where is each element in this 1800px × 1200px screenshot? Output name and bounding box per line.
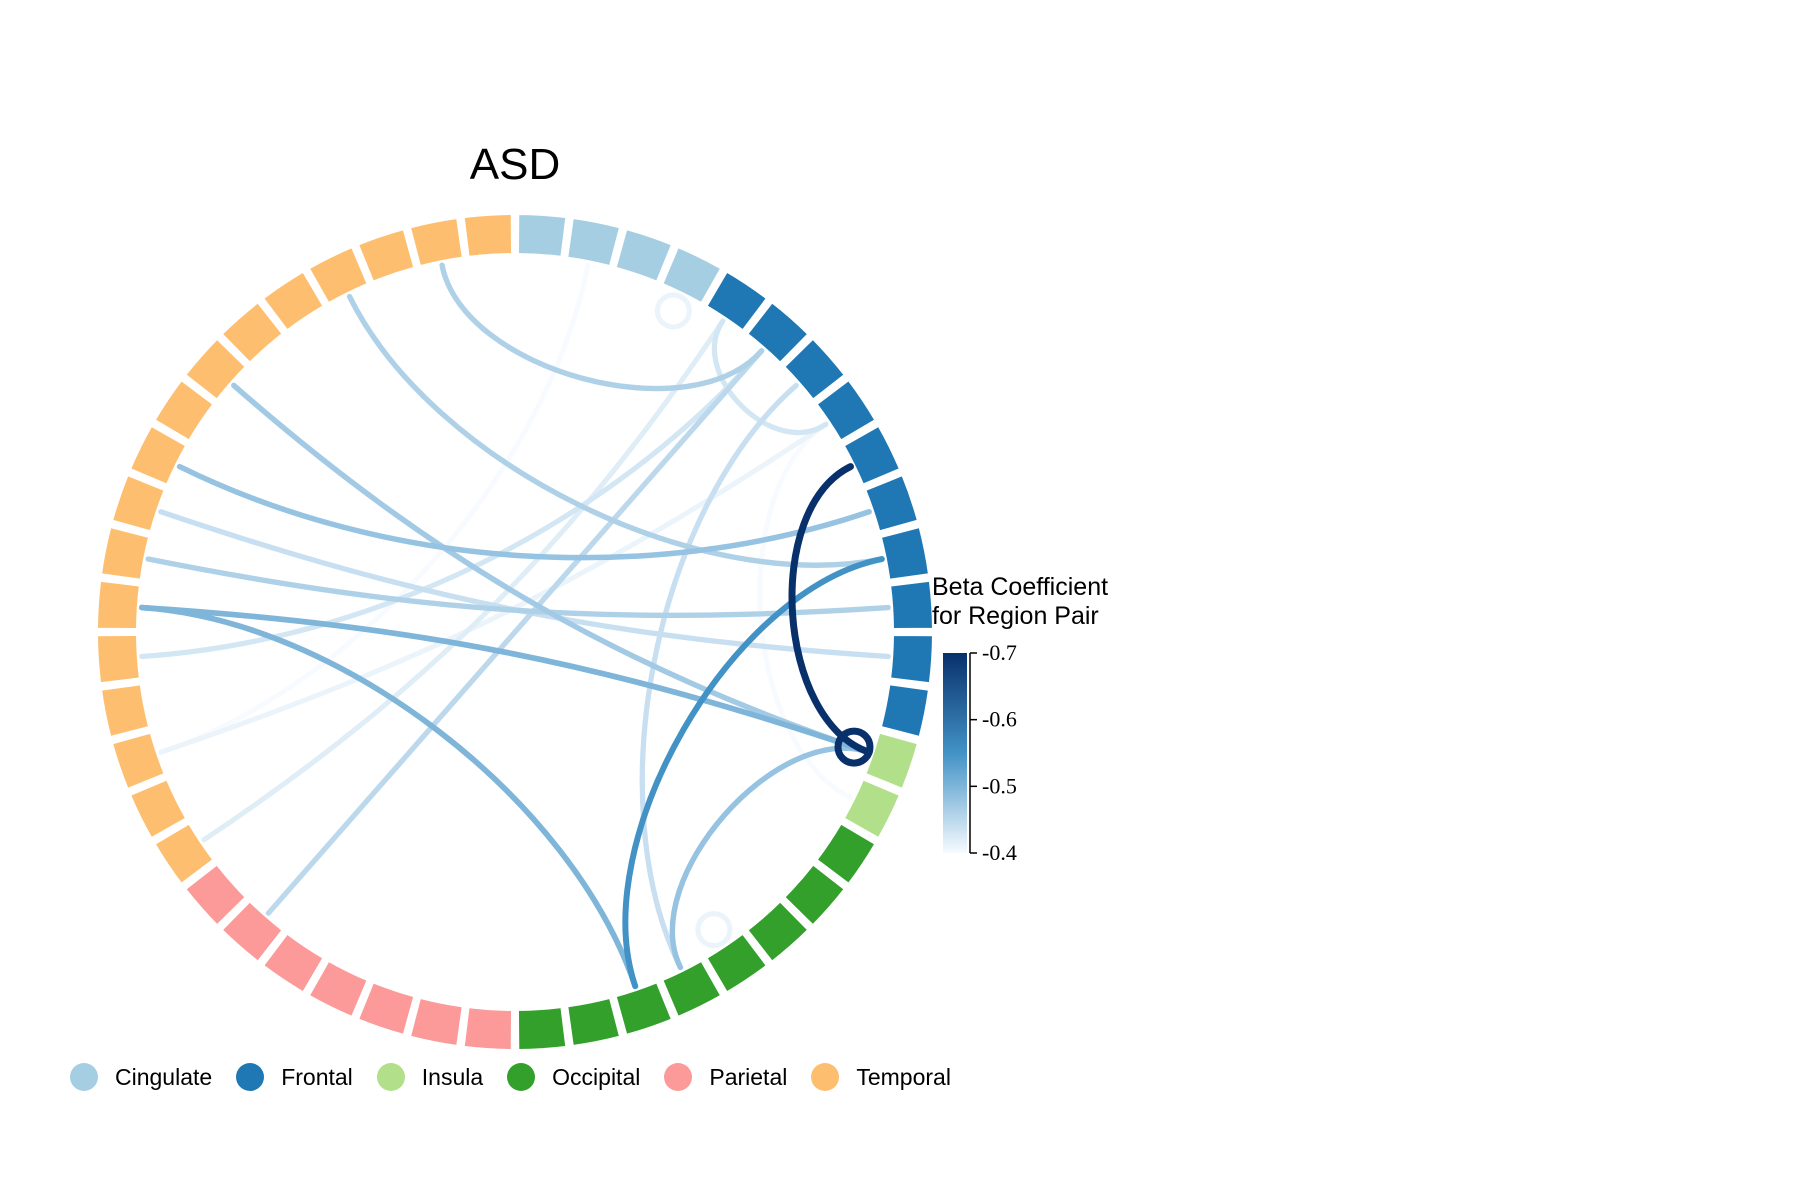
legend-label-frontal: Frontal [281, 1063, 353, 1090]
link-20-14 [669, 745, 872, 971]
legend-swatch-frontal [236, 1063, 265, 1091]
segment-insula-1 [864, 731, 920, 791]
colorbar-tick-label: -0.7 [982, 640, 1017, 665]
segment-frontal-7 [879, 525, 931, 581]
link-10-21 [622, 556, 885, 990]
connection-links [138, 262, 891, 990]
segment-temporal-11 [183, 337, 248, 401]
segment-frontal-1 [705, 270, 769, 332]
segment-temporal-8 [110, 473, 166, 533]
segment-temporal-16 [408, 216, 464, 268]
segment-frontal-10 [879, 683, 931, 739]
segment-occipital-1 [815, 822, 877, 886]
segment-occipital-8 [516, 1006, 568, 1051]
link-36-14 [138, 604, 873, 756]
legend-item-occipital: Occipital [507, 1063, 640, 1091]
segment-cingulate-1 [516, 213, 568, 258]
segment-occipital-3 [746, 899, 810, 964]
segment-temporal-10 [153, 378, 215, 442]
legend-label-insula: Insula [421, 1063, 484, 1090]
legend-label-cingulate: Cingulate [115, 1063, 213, 1090]
segment-occipital-6 [614, 981, 674, 1037]
link-44-10 [346, 293, 885, 568]
region-ring [96, 213, 934, 1051]
segment-temporal-15 [356, 227, 416, 283]
segment-parietal-1 [462, 1006, 514, 1051]
link-55-33 [158, 421, 829, 755]
segment-parietal-6 [220, 899, 284, 964]
segment-frontal-6 [864, 473, 920, 533]
legend-swatch-insula [376, 1063, 405, 1091]
segment-temporal-7 [99, 525, 151, 581]
link-41-14 [231, 382, 872, 755]
segment-temporal-13 [261, 270, 325, 332]
link-14-14 [834, 727, 874, 767]
segment-temporal-14 [307, 245, 369, 305]
link-53-29 [265, 348, 765, 916]
legend-item-temporal: Temporal [811, 1063, 951, 1091]
segment-insula-2 [842, 778, 902, 840]
colorbar-title-line1: Beta Coefficient [932, 573, 1109, 601]
segment-occipital-5 [661, 959, 723, 1019]
link-36-21 [138, 604, 639, 990]
legend-swatch-occipital [507, 1063, 536, 1091]
segment-frontal-8 [889, 579, 934, 631]
legend-label-parietal: Parietal [709, 1063, 788, 1090]
colorbar-tick-label: -0.5 [982, 773, 1017, 798]
segment-temporal-5 [96, 633, 141, 685]
segment-temporal-17 [462, 213, 514, 258]
segment-temporal-1 [153, 822, 215, 886]
link-54-20 [639, 382, 799, 971]
segment-parietal-2 [408, 996, 464, 1048]
legend: Cingulate Frontal Insula Occipital Parie… [70, 1063, 975, 1091]
segment-occipital-7 [566, 996, 622, 1048]
colorbar-tick-label: -0.6 [982, 707, 1017, 732]
segment-occipital-4 [705, 932, 769, 994]
segment-cingulate-4 [661, 245, 723, 305]
legend-swatch-cingulate [70, 1063, 98, 1091]
legend-item-parietal: Parietal [664, 1063, 787, 1091]
segment-parietal-5 [261, 932, 325, 994]
colorbar-title-line2: for Region Pair [932, 602, 1099, 630]
legend-swatch-temporal [811, 1063, 840, 1091]
link-46-53 [439, 262, 765, 392]
segment-temporal-9 [128, 424, 188, 486]
segment-cingulate-3 [614, 227, 674, 283]
segment-frontal-3 [782, 337, 847, 401]
colorbar-tick-label: -0.4 [982, 840, 1017, 865]
colorbar-title: Beta Coefficient for Region Pair [932, 573, 1108, 631]
segment-temporal-6 [96, 579, 141, 631]
colorbar-gradient [943, 653, 967, 853]
link-3-3 [654, 292, 692, 330]
link-49-33 [158, 262, 591, 755]
link-9-39 [176, 463, 872, 561]
segment-parietal-3 [356, 981, 416, 1037]
link-53-35 [139, 348, 765, 660]
legend-item-cingulate: Cingulate [70, 1063, 212, 1091]
link-19-19 [695, 911, 733, 949]
segment-parietal-4 [307, 959, 369, 1019]
segment-cingulate-2 [566, 216, 622, 268]
legend-label-temporal: Temporal [856, 1063, 951, 1090]
segment-temporal-4 [99, 683, 151, 739]
segment-frontal-9 [889, 633, 934, 685]
page-title: ASD [469, 140, 561, 189]
segment-temporal-12 [220, 300, 284, 365]
segment-temporal-2 [128, 778, 188, 840]
segment-parietal-7 [183, 863, 248, 927]
segment-occipital-2 [782, 863, 847, 927]
legend-item-frontal: Frontal [236, 1063, 353, 1091]
legend-label-occipital: Occipital [552, 1063, 641, 1090]
link-56-14 [788, 463, 873, 756]
legend-item-insula: Insula [376, 1063, 484, 1091]
link-7-52 [712, 318, 829, 435]
segment-frontal-4 [815, 378, 877, 442]
legend-swatch-parietal [664, 1063, 693, 1091]
segment-frontal-5 [842, 424, 902, 486]
segment-frontal-2 [746, 300, 810, 365]
segment-temporal-3 [110, 731, 166, 791]
colorbar: -0.7 -0.6 -0.5 -0.4 [943, 640, 1017, 865]
